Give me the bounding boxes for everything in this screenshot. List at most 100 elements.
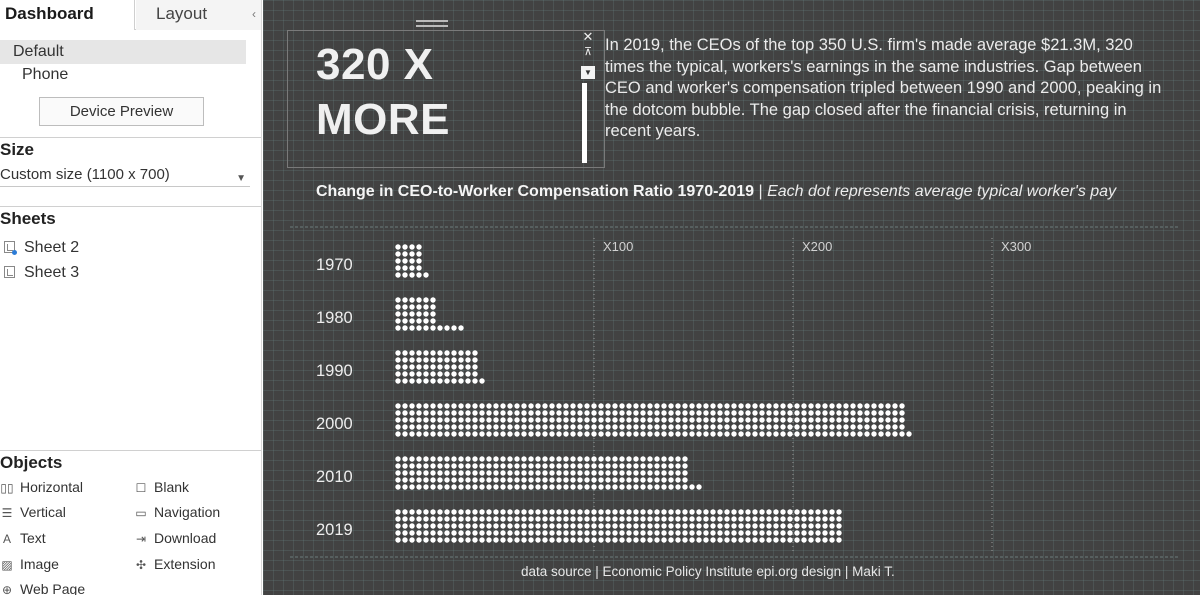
scrollbar[interactable] [582,83,587,163]
dot-2019 [570,509,576,515]
object-blank[interactable]: ☐ Blank [134,477,189,497]
dot-1970 [416,265,422,271]
dot-2000 [598,417,604,423]
object-web-page[interactable]: ⊕ Web Page [0,579,85,595]
dot-2019 [591,523,597,529]
dot-2010 [514,463,520,469]
dot-1980 [409,297,415,303]
dashboard-pane: Dashboard Layout ‹ Default Phone Device … [0,0,262,595]
dot-2000 [395,431,401,437]
dot-2000 [437,431,443,437]
dot-2019 [472,530,478,536]
dot-2010 [626,470,632,476]
dot-2010 [668,463,674,469]
dot-1990 [472,357,478,363]
dot-2019 [451,516,457,522]
dot-2010 [416,470,422,476]
extension-icon: ✣ [135,558,147,572]
dot-2000 [801,431,807,437]
sheet-item-sheet-2[interactable]: Sheet 2 [4,237,79,259]
selected-title-container[interactable] [287,30,605,168]
dot-2010 [640,477,646,483]
tab-layout[interactable]: Layout [136,0,246,30]
dot-2000 [423,431,429,437]
dot-2019 [563,509,569,515]
dot-2000 [829,403,835,409]
dot-2000 [808,424,814,430]
dot-2010 [535,484,541,490]
dot-2019 [598,530,604,536]
dot-2000 [710,424,716,430]
pin-icon[interactable]: ⊼ [583,46,593,58]
dot-1990 [472,378,478,384]
dot-2019 [402,530,408,536]
dot-2010 [661,456,667,462]
dot-2000 [773,403,779,409]
more-options-icon[interactable]: ▼ [581,66,595,79]
dot-2019 [416,530,422,536]
dot-2019 [500,509,506,515]
dot-2000 [451,410,457,416]
dot-2010 [409,477,415,483]
dot-1990 [430,350,436,356]
sheet-label: Sheet 2 [24,239,80,256]
dot-2000 [668,410,674,416]
dot-2000 [612,410,618,416]
dot-2000 [479,403,485,409]
dot-2019 [528,523,534,529]
object-download[interactable]: ⇥ Download [134,528,216,548]
dot-2019 [626,523,632,529]
dot-2000 [507,417,513,423]
drag-handle[interactable] [416,20,448,27]
dot-2019 [780,509,786,515]
dot-2000 [773,431,779,437]
dot-2000 [829,417,835,423]
dot-2019 [535,530,541,536]
device-preview-button[interactable]: Device Preview [39,97,204,126]
dot-2010 [451,484,457,490]
tab-dashboard[interactable]: Dashboard [0,0,135,30]
dot-1980 [402,311,408,317]
dot-2019 [731,523,737,529]
dot-block-2019 [395,509,842,543]
dot-2000 [801,417,807,423]
device-default[interactable]: Default [0,40,246,64]
dot-2019 [409,523,415,529]
dot-2019 [556,530,562,536]
dot-2000 [647,410,653,416]
dot-2010 [563,484,569,490]
dot-2010 [528,484,534,490]
dot-2000 [430,431,436,437]
dot-2010 [605,484,611,490]
object-vertical[interactable]: ☰ Vertical [0,502,66,522]
dot-2000 [458,403,464,409]
size-dropdown[interactable]: Custom size (1100 x 700) ▼ [0,165,250,187]
dot-2000 [584,417,590,423]
dot-2019 [752,530,758,536]
dot-2010 [507,456,513,462]
dot-2000 [647,417,653,423]
dot-2019 [696,523,702,529]
dot-1980 [430,318,436,324]
object-navigation[interactable]: ▭ Navigation [134,502,220,522]
dot-2019 [640,516,646,522]
dot-1990 [437,378,443,384]
object-image[interactable]: ▨ Image [0,554,59,574]
object-extension[interactable]: ✣ Extension [134,554,216,574]
dot-2000 [626,410,632,416]
dot-2000 [787,410,793,416]
dot-2019 [640,537,646,543]
object-horizontal[interactable]: ▯▯ Horizontal [0,477,83,497]
dot-2010 [661,477,667,483]
close-icon[interactable]: ✕ [582,29,594,44]
dot-2010 [598,456,604,462]
dot-2000 [752,431,758,437]
object-text[interactable]: A Text [0,528,46,548]
dot-2019 [689,537,695,543]
device-phone[interactable]: Phone [22,66,69,83]
dot-2000 [556,431,562,437]
collapse-pane-chevron-icon[interactable]: ‹ [246,0,261,30]
dot-2019 [612,523,618,529]
dot-2019 [626,516,632,522]
sheet-item-sheet-3[interactable]: Sheet 3 [4,262,79,284]
